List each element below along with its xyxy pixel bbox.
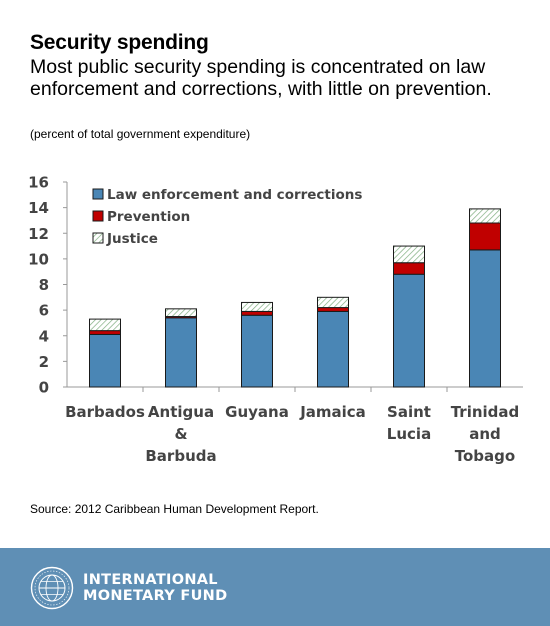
org-line-1: INTERNATIONAL xyxy=(83,572,218,588)
org-line-2: MONETARY FUND xyxy=(83,588,228,604)
bar-law-enforcement-and-corrections-1 xyxy=(165,317,197,388)
bar-justice-4 xyxy=(393,245,425,264)
bar-justice-0 xyxy=(89,318,121,332)
bar-law-enforcement-and-corrections-4 xyxy=(393,273,425,388)
units-note: (percent of total government expenditure… xyxy=(30,127,251,141)
bar-prevention-3 xyxy=(317,307,349,312)
x-tick-label: Barbuda xyxy=(145,447,216,465)
bar-law-enforcement-and-corrections-3 xyxy=(317,310,349,388)
legend-swatch-1 xyxy=(92,210,104,222)
bar-law-enforcement-and-corrections-2 xyxy=(241,314,273,388)
x-tick-label: Barbados xyxy=(65,403,145,421)
legend-label: Prevention xyxy=(107,209,190,225)
x-tick-label: Lucia xyxy=(387,425,431,443)
legend: Law enforcement and corrections Preventio… xyxy=(92,187,362,247)
bar-law-enforcement-and-corrections-5 xyxy=(469,249,501,388)
x-tick-label: Trinidad xyxy=(451,403,520,421)
bar-prevention-2 xyxy=(241,310,273,316)
legend-label: Justice xyxy=(106,231,158,247)
x-tick-label: Antigua xyxy=(148,403,214,421)
legend-label: Law enforcement and corrections xyxy=(107,187,362,203)
x-axis-labels: Barbados Antigua & Barbuda Guyana Jamaica Sain… xyxy=(65,403,519,465)
bars xyxy=(89,208,501,388)
footer: INTERNATIONAL MONETARY FUND xyxy=(0,548,550,626)
y-tick-label: 14 xyxy=(28,199,49,217)
imf-name: INTERNATIONAL MONETARY FUND xyxy=(83,572,227,604)
chart-subtitle: Most public security spending is concent… xyxy=(30,56,492,100)
y-tick-label: 8 xyxy=(39,276,49,294)
bar-justice-1 xyxy=(165,308,197,318)
bar-prevention-0 xyxy=(89,330,121,335)
y-tick-label: 12 xyxy=(28,225,49,243)
axes: 0 2 4 6 8 10 12 14 16 xyxy=(28,174,523,397)
bar-chart: 0 2 4 6 8 10 12 14 16 Law enforcement and correc… xyxy=(28,174,523,465)
x-tick-label: Guyana xyxy=(225,403,289,421)
y-tick-label: 2 xyxy=(39,353,49,371)
y-tick-label: 0 xyxy=(39,379,49,397)
chart-title: Security spending xyxy=(30,31,209,54)
bar-justice-2 xyxy=(241,301,273,312)
x-tick-label: Jamaica xyxy=(299,403,366,421)
x-tick-label: Tobago xyxy=(455,447,515,465)
y-tick-label: 4 xyxy=(39,327,49,345)
bar-prevention-5 xyxy=(469,222,501,251)
y-tick-label: 6 xyxy=(39,302,49,320)
source-note: Source: 2012 Caribbean Human Development… xyxy=(30,502,319,516)
bar-justice-5 xyxy=(469,208,501,224)
y-tick-label: 10 xyxy=(28,250,49,268)
legend-swatch-2 xyxy=(92,232,104,244)
bar-prevention-4 xyxy=(393,262,425,275)
bar-justice-3 xyxy=(317,296,349,309)
x-tick-label: Saint xyxy=(387,403,431,421)
x-tick-label: & xyxy=(174,425,187,443)
legend-swatch-0 xyxy=(92,188,104,200)
y-tick-label: 16 xyxy=(28,174,49,192)
imf-seal-icon xyxy=(30,566,74,610)
bar-law-enforcement-and-corrections-0 xyxy=(89,333,121,388)
x-tick-label: and xyxy=(469,425,501,443)
